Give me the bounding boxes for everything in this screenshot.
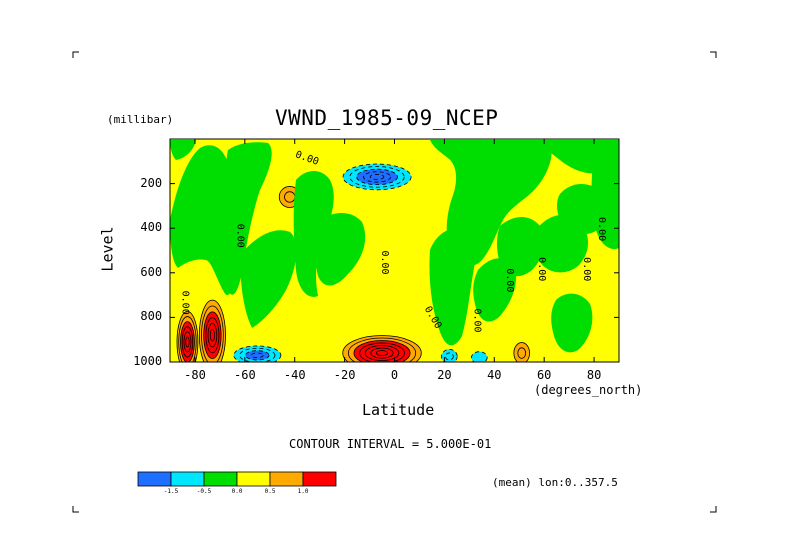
color-legend [137, 471, 337, 487]
maximum-0 [176, 311, 199, 362]
negative-region-2 [240, 230, 297, 328]
negative-region-7 [429, 227, 476, 346]
contour-label-3: 0.00 [179, 291, 190, 315]
negative-region-8 [473, 258, 517, 322]
x-axis-label: Latitude [362, 401, 435, 419]
legend-swatch-5 [302, 471, 337, 487]
y-axis-label: Level [98, 226, 117, 272]
y-tick-label-0: 200 [140, 175, 163, 190]
minimum-3 [233, 345, 282, 362]
x-tick-label-0: -80 [184, 368, 206, 382]
mean-lon-text: (mean) lon:0..357.5 [492, 476, 618, 489]
legend-label-1: -0.5 [196, 488, 212, 495]
contour-label-8: 0.00 [581, 257, 592, 281]
maximum-6 [513, 342, 530, 362]
legend-swatch-1 [170, 471, 205, 487]
minimum-8 [471, 351, 488, 362]
y-tick-label-1: 400 [140, 220, 163, 235]
contour-label-6: 0.00 [504, 268, 515, 292]
y-units-label: (millibar) [107, 113, 174, 126]
y-tick-label-2: 600 [140, 264, 163, 279]
negative-region-4 [314, 213, 366, 286]
negative-region-9 [497, 217, 545, 277]
page-corner-marks [72, 51, 717, 513]
corner-mark-0 [72, 51, 79, 58]
x-tick-label-6: 40 [487, 368, 502, 382]
legend-label-3: 0.5 [264, 488, 276, 495]
x-units-label: (degrees_north) [534, 383, 643, 397]
negative-region-1 [224, 142, 272, 295]
x-tick-label-3: -20 [333, 368, 356, 382]
contour-label-5: 0.00 [471, 308, 482, 332]
maximum-1 [198, 299, 226, 362]
maximum-2 [342, 335, 422, 362]
negative-region-3 [293, 171, 334, 297]
x-tick-label-1: -60 [234, 368, 256, 382]
legend-swatch-3 [236, 471, 271, 487]
minimum-7 [441, 349, 458, 362]
legend-label-4: 1.0 [297, 488, 309, 495]
contour-interval-text: CONTOUR INTERVAL = 5.000E-01 [289, 437, 492, 451]
contour-label-9: 0.00 [596, 217, 607, 241]
legend-swatch-0 [137, 471, 172, 487]
corner-mark-2 [72, 506, 79, 513]
negative-region-layer [170, 140, 619, 353]
x-tick-label-5: 20 [437, 368, 452, 382]
y-tick-label-3: 800 [140, 309, 163, 324]
legend-swatch-4 [269, 471, 304, 487]
legend-label-0: -1.5 [163, 488, 179, 495]
x-tick-label-4: 0 [390, 368, 399, 382]
negative-region-0 [170, 145, 237, 296]
x-tick-label-8: 80 [586, 368, 602, 382]
minimum-4 [342, 163, 412, 191]
contour-label-2: 0.00 [379, 251, 390, 275]
negative-region-13 [551, 293, 593, 353]
axis-ticks [170, 139, 619, 363]
y-tick-label-4: 1000 [133, 354, 163, 368]
legend-swatch-2 [203, 471, 238, 487]
chart-title: VWND_1985-09_NCEP [275, 106, 499, 130]
corner-mark-3 [710, 506, 717, 513]
corner-mark-1 [710, 51, 717, 58]
contour-label-1: 0.00 [234, 224, 245, 248]
contour-label-7: 0.00 [536, 257, 547, 281]
negative-region-14 [540, 140, 600, 174]
x-tick-label-2: -40 [283, 368, 306, 382]
x-tick-label-7: 60 [536, 368, 552, 382]
negative-region-5 [170, 140, 196, 160]
legend-label-2: 0.0 [231, 488, 243, 495]
